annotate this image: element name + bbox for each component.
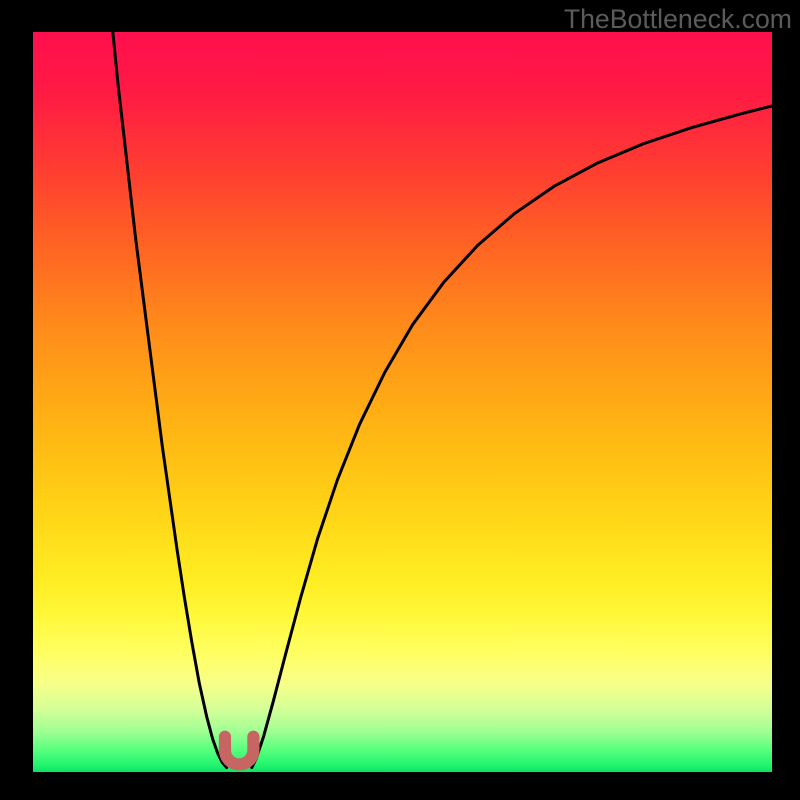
watermark-text: TheBottleneck.com	[564, 4, 792, 35]
plot-svg	[33, 32, 772, 772]
gradient-background	[33, 32, 772, 772]
plot-area	[33, 32, 772, 772]
figure-stage: TheBottleneck.com	[0, 0, 800, 800]
